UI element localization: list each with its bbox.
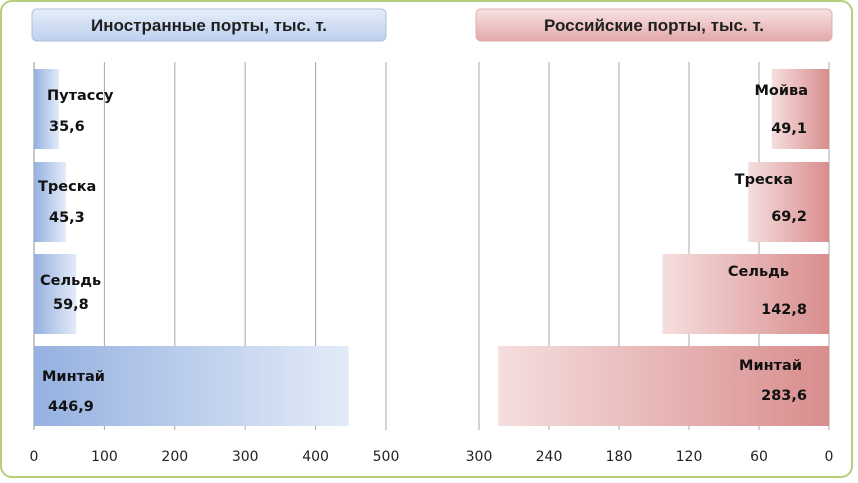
right-bar (662, 254, 829, 334)
left-category-label: Треска (38, 179, 96, 195)
left-chart-title: Иностранные порты, тыс. т. (91, 16, 327, 35)
left-tick-label: 300 (232, 449, 259, 465)
left-bar (34, 69, 60, 149)
right-value-label: 142,8 (761, 302, 807, 318)
left-tick-label: 500 (373, 449, 400, 465)
left-category-label: Сельдь (40, 273, 101, 289)
right-value-label: 283,6 (761, 388, 807, 404)
right-bar (498, 346, 829, 426)
left-value-label: 45,3 (49, 210, 85, 226)
right-tick-label: 120 (676, 449, 703, 465)
left-bar (34, 162, 66, 242)
right-value-label: 49,1 (771, 121, 807, 137)
right-tick-label: 0 (825, 449, 834, 465)
left-tick-label: 100 (91, 449, 118, 465)
right-tick-label: 60 (750, 449, 768, 465)
right-tick-label: 240 (536, 449, 563, 465)
right-title-box (475, 8, 833, 42)
right-tick-label: 180 (606, 449, 633, 465)
left-category-label: Минтай (42, 369, 105, 385)
right-category-label: Сельдь (728, 264, 789, 280)
right-bars: Мойва 49,1 Треска 69,2 Сельдь 142,8 Минтай 283,… (498, 69, 829, 426)
left-value-label: 59,8 (53, 297, 89, 313)
right-category-label: Мойва (754, 83, 808, 99)
right-bar (771, 69, 829, 149)
left-tick-label: 400 (302, 449, 329, 465)
right-value-label: 69,2 (771, 209, 807, 225)
left-tick-label: 200 (161, 449, 188, 465)
left-bar (34, 254, 77, 334)
right-chart-title: Российские порты, тыс. т. (544, 16, 764, 35)
right-category-label: Треска (735, 172, 793, 188)
right-category-label: Минтай (739, 358, 802, 374)
left-x-axis-ticks: 0 100 200 300 400 500 (30, 449, 400, 465)
right-tick-label: 300 (466, 449, 493, 465)
left-value-label: 446,9 (48, 399, 94, 415)
left-tick-label: 0 (30, 449, 39, 465)
left-bars: Путассу 35,6 Треска 45,3 Сельдь 59,8 Минтай 446… (34, 69, 349, 426)
left-title-box (31, 8, 387, 42)
left-bar (34, 346, 349, 426)
right-x-axis-ticks: 300 240 180 120 60 0 (466, 449, 834, 465)
right-bar (748, 162, 829, 242)
left-value-label: 35,6 (49, 119, 85, 135)
left-category-label: Путассу (47, 88, 114, 104)
